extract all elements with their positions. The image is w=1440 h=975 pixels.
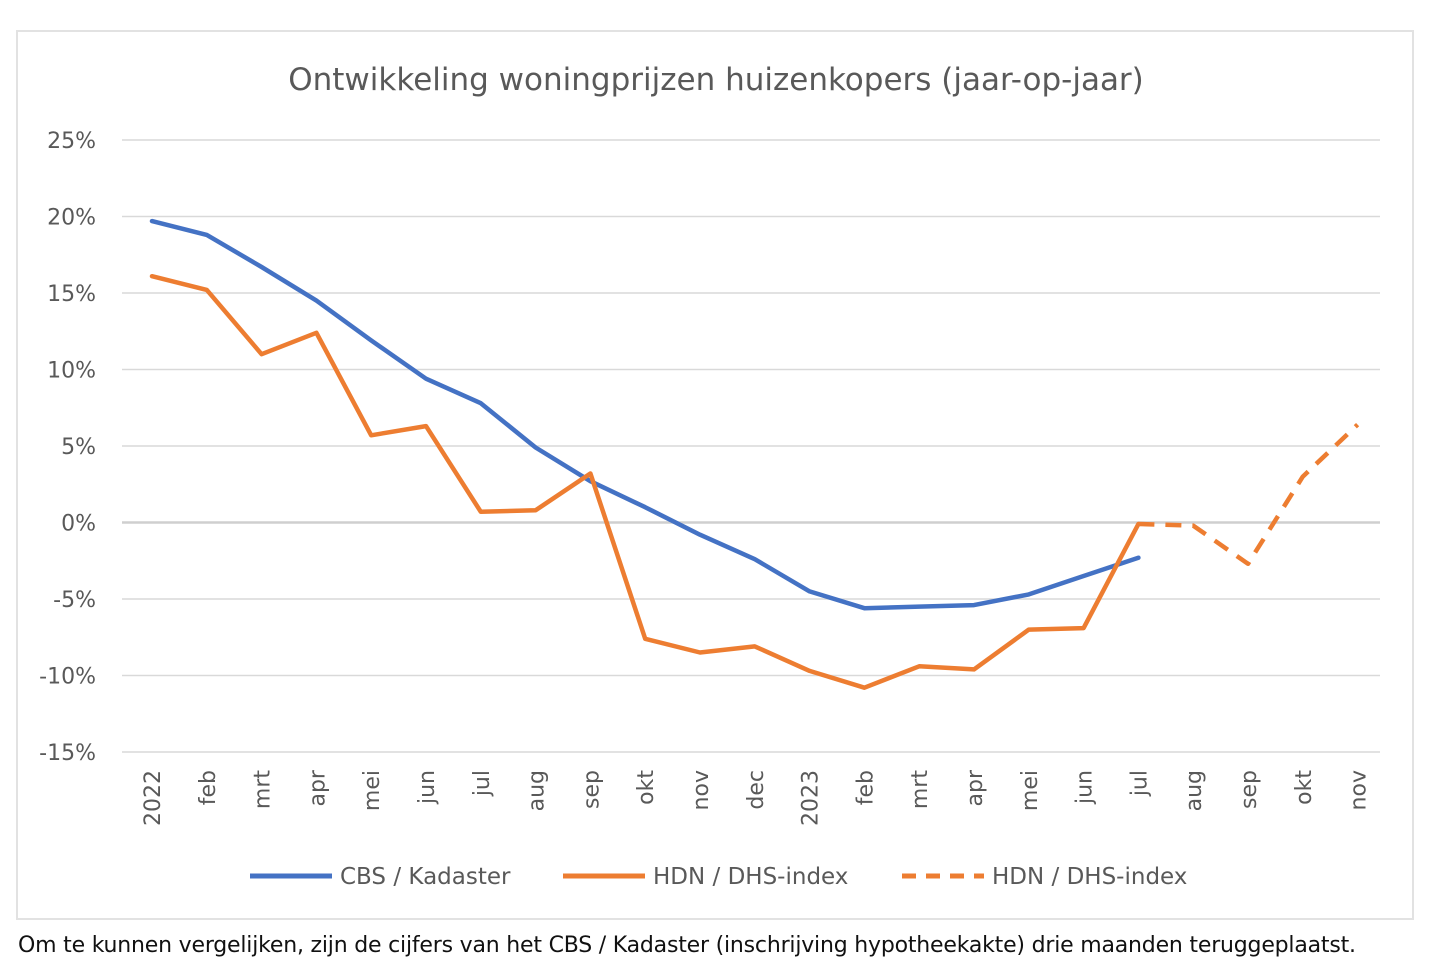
y-tick-label: -5%	[53, 588, 96, 613]
x-tick-label: mei	[360, 770, 385, 811]
x-tick-label: sep	[579, 770, 604, 809]
y-tick-label: 0%	[61, 512, 96, 537]
x-tick-label: aug	[525, 770, 550, 811]
x-tick-label: mrt	[251, 770, 276, 809]
y-tick-label: -15%	[39, 741, 96, 766]
y-tick-label: -10%	[39, 665, 96, 690]
x-tick-label: jul	[470, 770, 495, 797]
x-tick-label: mei	[1018, 770, 1043, 811]
series-line-1	[149, 218, 1141, 611]
x-tick-label: nov	[689, 770, 714, 810]
chart-footnote: Om te kunnen vergelijken, zijn de cijfer…	[18, 933, 1356, 958]
chart-frame	[16, 30, 1414, 920]
x-tick-label: okt	[1292, 770, 1317, 805]
x-tick-label: apr	[305, 769, 330, 806]
x-tick-label: apr	[963, 769, 988, 806]
x-tick-label: 2023	[799, 770, 824, 826]
series-line-3	[1138, 422, 1360, 567]
x-tick-label: okt	[634, 770, 659, 805]
series-line-2	[149, 273, 1141, 690]
y-tick-label: 10%	[47, 359, 96, 384]
x-tick-label: jun	[1073, 770, 1098, 805]
y-tick-label: 25%	[47, 129, 96, 154]
x-tick-label: jun	[415, 770, 440, 805]
x-tick-label: feb	[196, 770, 221, 805]
x-tick-label: jul	[1127, 770, 1152, 797]
legend-label-3: HDN / DHS-index	[992, 864, 1187, 890]
y-tick-label: 15%	[47, 282, 96, 307]
chart-title: Ontwikkeling woningprijzen huizenkopers …	[288, 62, 1144, 98]
x-tick-label: feb	[853, 770, 878, 805]
x-tick-label: sep	[1237, 770, 1262, 809]
x-tick-label: aug	[1182, 770, 1207, 811]
x-tick-label: 2022	[141, 770, 166, 826]
legend-label-2: HDN / DHS-index	[653, 864, 848, 890]
legend-label-1: CBS / Kadaster	[340, 864, 511, 890]
y-tick-label: 20%	[47, 206, 96, 231]
x-tick-label: nov	[1347, 770, 1372, 810]
y-tick-label: 5%	[61, 435, 96, 460]
x-tick-label: dec	[744, 770, 769, 810]
x-tick-label: mrt	[908, 770, 933, 809]
